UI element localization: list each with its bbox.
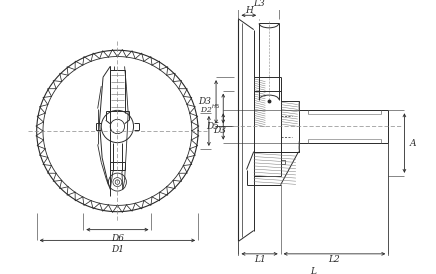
Text: L3: L3 — [253, 0, 265, 8]
Text: H: H — [245, 6, 253, 15]
Text: D5: D5 — [206, 122, 219, 131]
Text: D1: D1 — [111, 245, 124, 254]
Text: D3: D3 — [213, 127, 226, 135]
Text: A: A — [410, 139, 416, 148]
Text: D2$^{H5}$: D2$^{H5}$ — [200, 102, 220, 115]
Text: L: L — [310, 267, 317, 274]
Text: D6: D6 — [111, 234, 124, 243]
Text: L2: L2 — [329, 255, 341, 264]
Text: L1: L1 — [254, 255, 266, 264]
Text: D3: D3 — [198, 97, 211, 106]
